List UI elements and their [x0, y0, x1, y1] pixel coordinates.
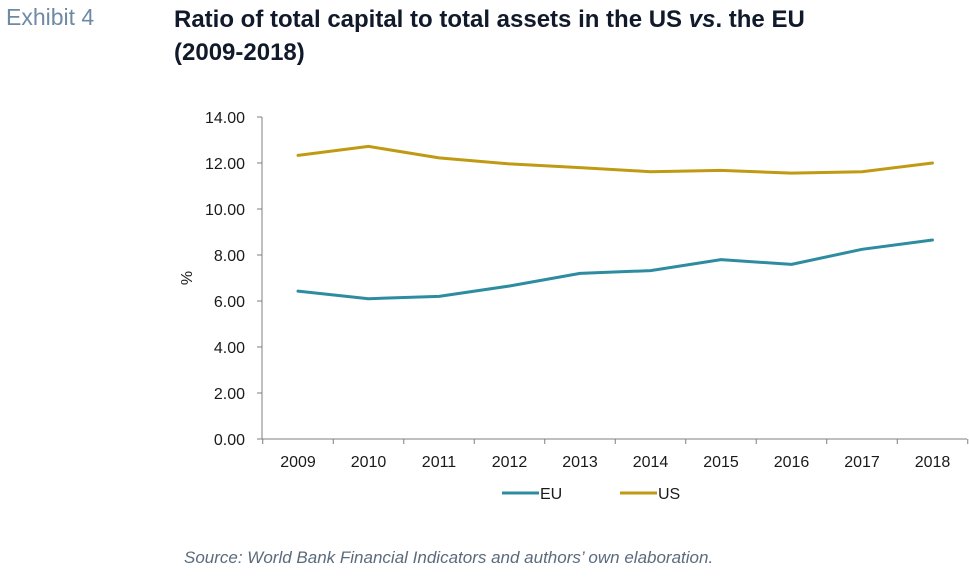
y-tick-label: 4.00 [214, 340, 245, 357]
y-tick-label: 8.00 [214, 248, 245, 265]
x-tick-label: 2012 [492, 454, 528, 471]
x-tick-label: 2009 [280, 454, 316, 471]
x-tick-label: 2015 [703, 454, 739, 471]
legend-label-us: US [658, 486, 680, 503]
y-tick-label: 14.00 [205, 110, 245, 127]
x-tick-label: 2014 [633, 454, 669, 471]
y-tick-label: 6.00 [214, 294, 245, 311]
chart-title-vs: vs [688, 6, 716, 33]
x-tick-label: 2011 [422, 454, 457, 471]
x-tick-label: 2018 [915, 454, 951, 471]
y-tick-label: 10.00 [205, 202, 245, 219]
chart-title-part3: . the EU [715, 6, 805, 33]
source-note: Source: World Bank Financial Indicators … [184, 548, 714, 567]
legend-label-eu: EU [540, 486, 562, 503]
x-tick-label: 2016 [774, 454, 810, 471]
series-line-eu [296, 238, 934, 301]
y-tick-label: 12.00 [205, 156, 245, 173]
x-tick-label: 2010 [351, 454, 387, 471]
y-tick-label: 0.00 [214, 432, 245, 449]
series-line-us [296, 144, 934, 175]
exhibit-label: Exhibit 4 [6, 4, 95, 30]
y-axis-label: % [179, 271, 196, 285]
x-tick-label: 2017 [844, 454, 880, 471]
chart-title-years: (2009-2018) [174, 39, 305, 66]
y-tick-label: 2.00 [214, 386, 245, 403]
chart-title: Ratio of total capital to total assets i… [174, 3, 934, 69]
x-tick-label: 2013 [562, 454, 598, 471]
chart-title-part1: Ratio of total capital to total assets i… [174, 6, 689, 33]
